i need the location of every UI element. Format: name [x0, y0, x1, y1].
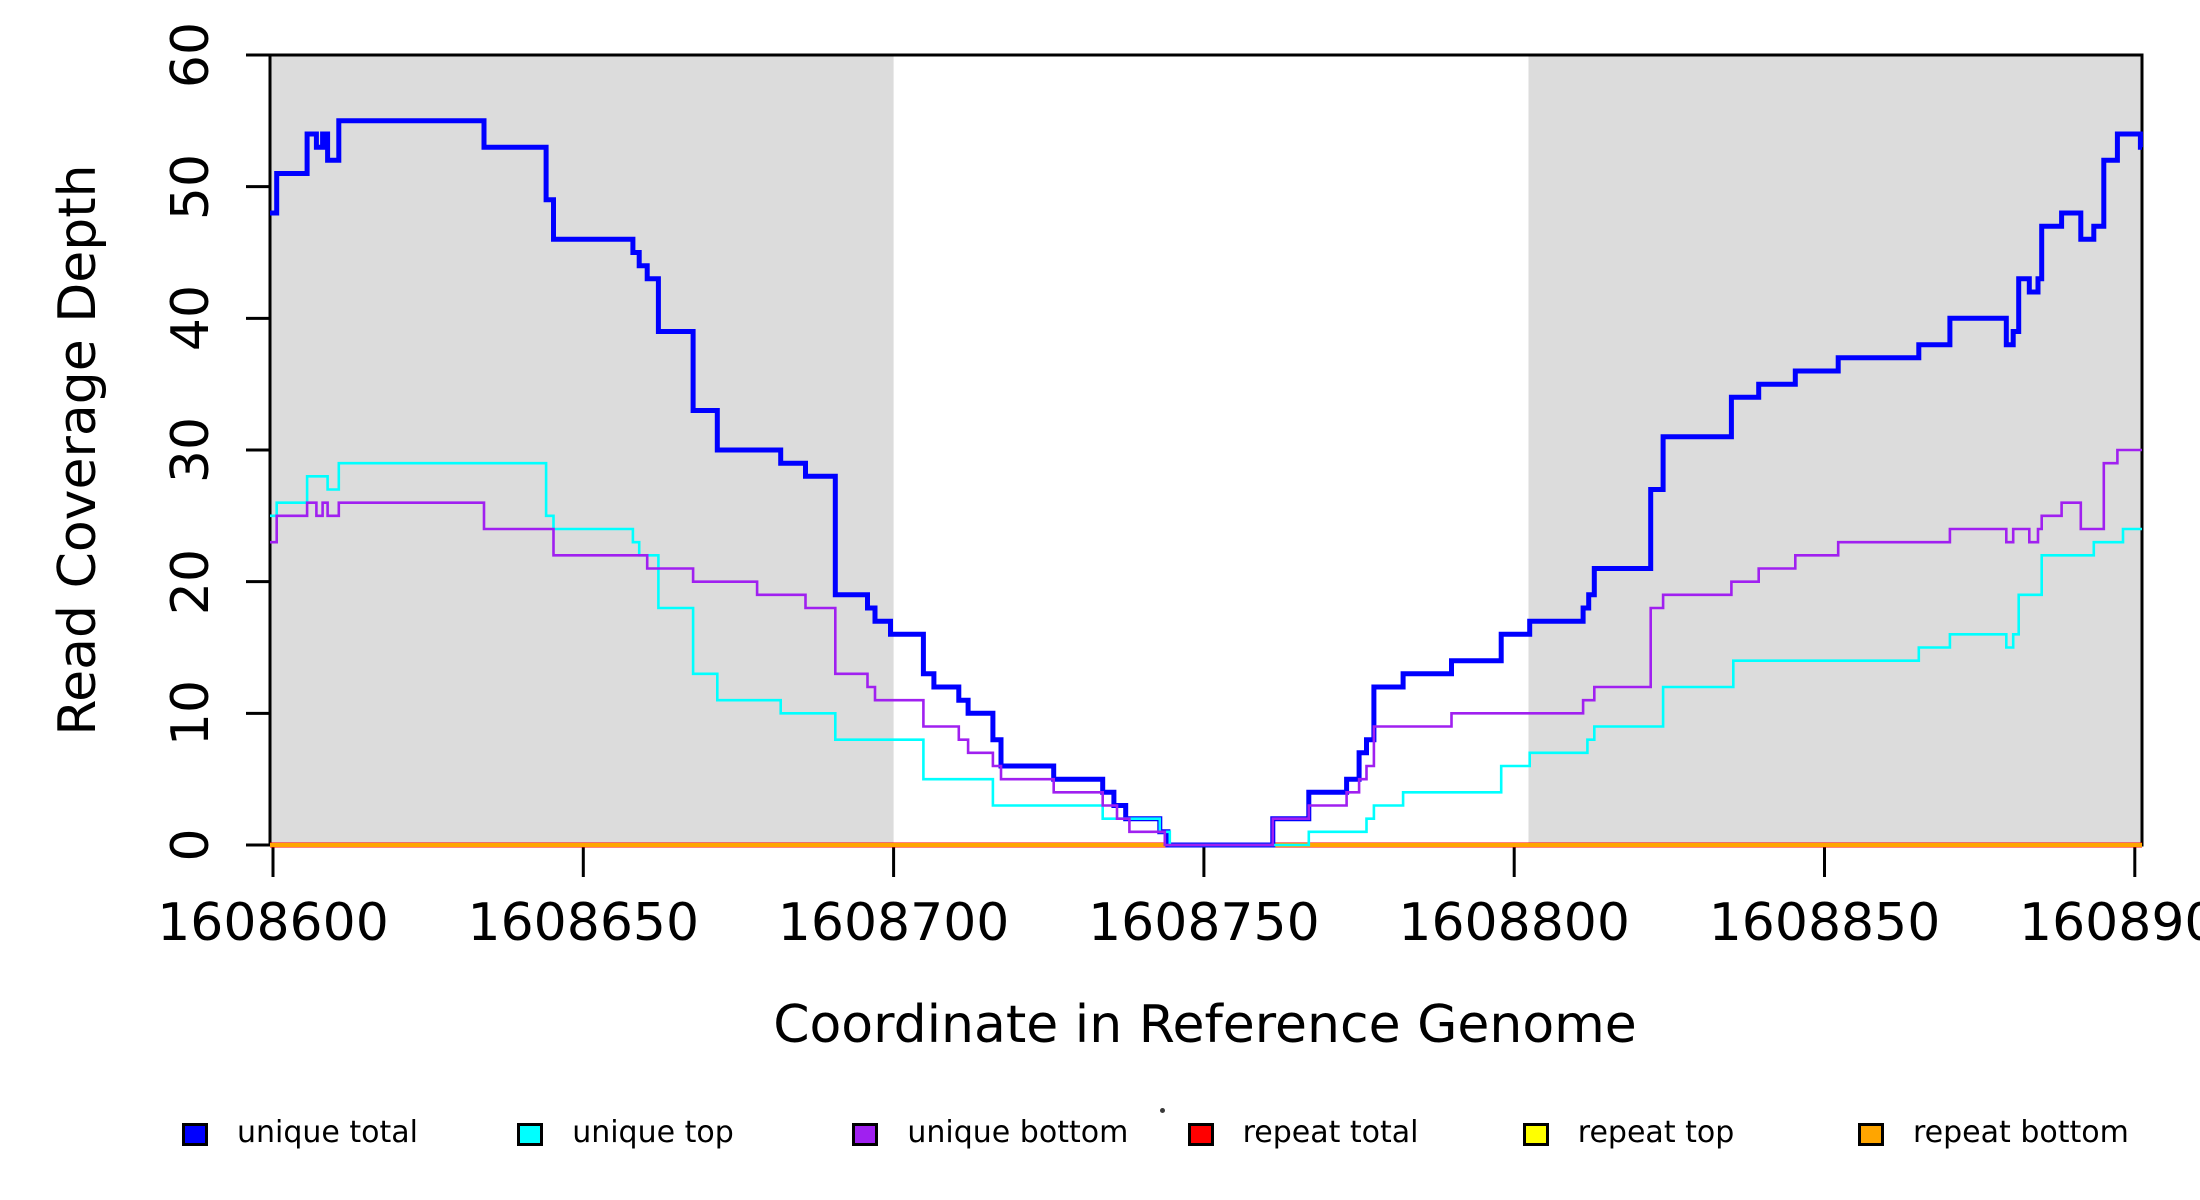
y-tick-label: 10 [161, 680, 221, 747]
x-tick-label: 1608600 [157, 893, 389, 953]
shaded-region [1528, 55, 2142, 845]
x-tick-label: 1608800 [1398, 893, 1630, 953]
stray-dot-artifact [1160, 1108, 1165, 1113]
legend-item-unique-bottom: unique bottom [852, 1115, 1129, 1152]
legend-label: repeat top [1577, 1115, 1735, 1150]
legend-swatch-icon [182, 1123, 208, 1146]
y-tick-label: 0 [161, 828, 221, 862]
y-tick-label: 20 [161, 548, 221, 615]
legend-label: repeat total [1242, 1115, 1419, 1150]
legend-swatch-icon [1187, 1123, 1214, 1146]
legend-item-repeat-top: repeat top [1522, 1115, 1735, 1152]
legend-label: repeat bottom [1913, 1115, 2129, 1150]
y-tick-label: 30 [161, 416, 221, 484]
legend-swatch-icon [852, 1123, 879, 1146]
legend-swatch-icon [1522, 1123, 1549, 1146]
legend-swatch-icon [517, 1123, 544, 1146]
legend-label: unique bottom [907, 1115, 1129, 1150]
y-axis-title: Read Coverage Depth [48, 164, 108, 736]
shaded-region [270, 55, 894, 845]
legend-label: unique top [572, 1115, 734, 1150]
x-axis-title: Coordinate in Reference Genome [773, 995, 1637, 1055]
y-tick-label: 50 [161, 153, 221, 220]
x-tick-label: 1608900 [2019, 893, 2200, 953]
legend-label: unique total [237, 1115, 419, 1150]
x-tick-label: 1608750 [1088, 893, 1320, 953]
legend-item-unique-total: unique total [182, 1115, 419, 1152]
legend-item-unique-top: unique top [517, 1115, 734, 1152]
legend-item-repeat-bottom: repeat bottom [1858, 1115, 2129, 1152]
y-tick-label: 60 [161, 21, 221, 89]
series-unique-bottom [270, 448, 2142, 847]
x-tick-label: 1608650 [467, 893, 700, 953]
x-tick-label: 1608700 [777, 893, 1010, 953]
legend-item-repeat-total: repeat total [1187, 1115, 1419, 1152]
legend-swatch-icon [1858, 1123, 1884, 1146]
x-tick-label: 1608850 [1708, 893, 1941, 953]
y-tick-label: 40 [161, 285, 221, 352]
